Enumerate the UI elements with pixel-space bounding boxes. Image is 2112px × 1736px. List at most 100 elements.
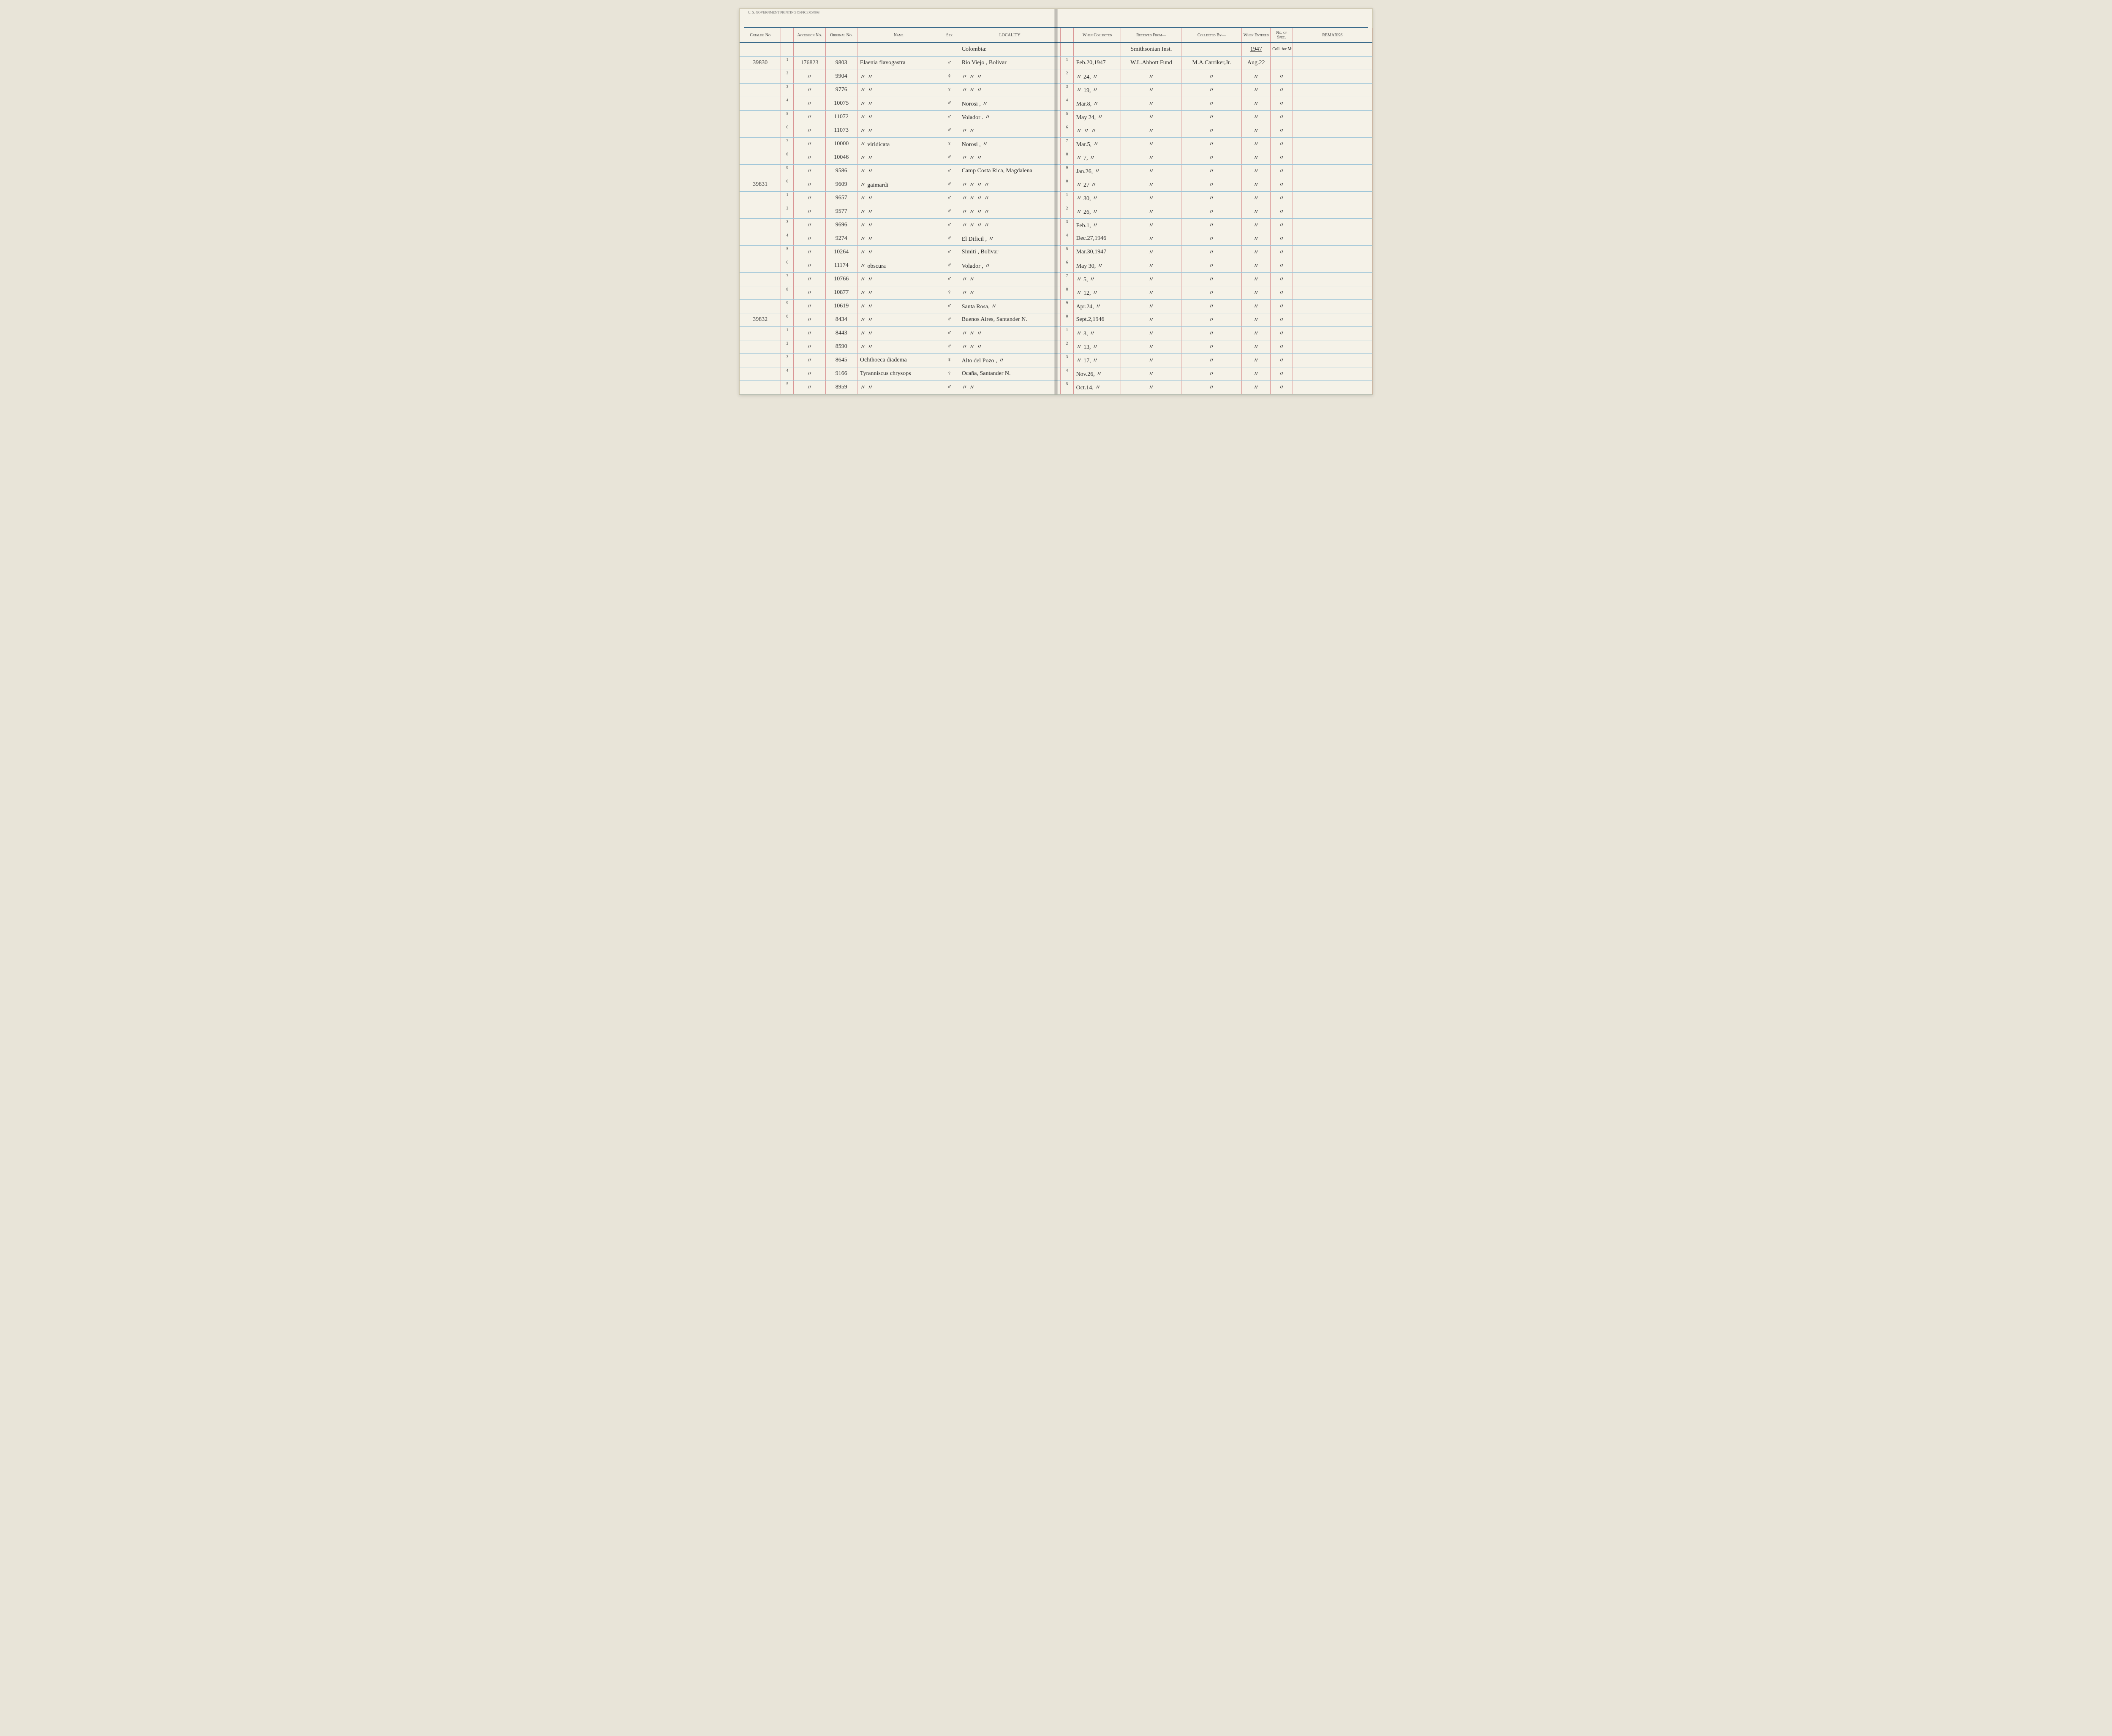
cell-sex: ♀ xyxy=(940,70,959,83)
col-sub-right xyxy=(1061,28,1073,43)
cell-original-no: 9696 xyxy=(825,218,857,232)
cell-catalog-no xyxy=(740,245,781,259)
cell-accession-no: 〃 xyxy=(794,299,825,313)
table-row: 2〃9904〃 〃♀〃 〃 〃2〃 24, 〃〃〃〃〃 xyxy=(740,70,1372,83)
cell-catalog-no: 39832 xyxy=(740,313,781,326)
table-row: 7〃10766〃 〃♂〃 〃7〃 5, 〃〃〃〃〃 xyxy=(740,272,1372,286)
cell-name: 〃 〃 xyxy=(857,191,940,205)
cell-empty xyxy=(781,43,794,56)
cell-original-no: 9274 xyxy=(825,232,857,245)
cell-when-collected: 〃 〃 〃 xyxy=(1073,124,1121,137)
cell-remarks xyxy=(1293,353,1372,367)
cell-remarks xyxy=(1293,83,1372,97)
cell-accession-no: 〃 xyxy=(794,151,825,164)
cell-no-of-spec: 〃 xyxy=(1271,353,1293,367)
cell-original-no: 10000 xyxy=(825,137,857,151)
cell-received-from: 〃 xyxy=(1121,340,1181,353)
cell-received-from: 〃 xyxy=(1121,124,1181,137)
cell-sub-no-right: 3 xyxy=(1061,218,1073,232)
cell-remarks xyxy=(1293,164,1372,178)
cell-no-of-spec xyxy=(1271,56,1293,70)
cell-accession-no: 176823 xyxy=(794,56,825,70)
cell-sex: ♂ xyxy=(940,326,959,340)
table-row: 1〃8443〃 〃♂〃 〃 〃1〃 3, 〃〃〃〃〃 xyxy=(740,326,1372,340)
cell-catalog-no xyxy=(740,110,781,124)
cell-when-collected: Sept.2,1946 xyxy=(1073,313,1121,326)
cell-remarks xyxy=(1293,191,1372,205)
cell-empty xyxy=(740,43,781,56)
cell-when-collected: 〃 27 〃 xyxy=(1073,178,1121,191)
cell-accession-no: 〃 xyxy=(794,70,825,83)
cell-sub-no-left: 0 xyxy=(781,178,794,191)
cell-sex: ♂ xyxy=(940,56,959,70)
cell-name: 〃 〃 xyxy=(857,83,940,97)
cell-remarks xyxy=(1293,110,1372,124)
cell-when-entered: 〃 xyxy=(1242,272,1271,286)
table-row: 5〃11072〃 〃♂Volador . 〃5May 24, 〃〃〃〃〃 xyxy=(740,110,1372,124)
cell-remarks xyxy=(1293,124,1372,137)
cell-original-no: 11072 xyxy=(825,110,857,124)
col-sex: Sex xyxy=(940,28,959,43)
cell-catalog-no xyxy=(740,353,781,367)
cell-sub-no-right: 2 xyxy=(1061,70,1073,83)
cell-collected-by: 〃 xyxy=(1181,97,1242,110)
cell-sub-no-right: 3 xyxy=(1061,83,1073,97)
cell-when-entered: 〃 xyxy=(1242,245,1271,259)
cell-original-no: 8443 xyxy=(825,326,857,340)
cell-received-from: 〃 xyxy=(1121,313,1181,326)
cell-original-no: 8645 xyxy=(825,353,857,367)
cell-sex: ♂ xyxy=(940,245,959,259)
cell-accession-no: 〃 xyxy=(794,380,825,394)
cell-when-collected: 〃 24, 〃 xyxy=(1073,70,1121,83)
cell-name: 〃 〃 xyxy=(857,124,940,137)
cell-collected-by: 〃 xyxy=(1181,83,1242,97)
col-received-from: Received From— xyxy=(1121,28,1181,43)
cell-no-of-spec: 〃 xyxy=(1271,137,1293,151)
cell-collected-by: 〃 xyxy=(1181,286,1242,299)
cell-accession-no: 〃 xyxy=(794,272,825,286)
col-original-no: Original No. xyxy=(825,28,857,43)
cell-name: 〃 viridicata xyxy=(857,137,940,151)
cell-no-of-spec: 〃 xyxy=(1271,70,1293,83)
cell-name: 〃 〃 xyxy=(857,164,940,178)
cell-locality: El Dificil , 〃 xyxy=(959,232,1061,245)
cell-accession-no: 〃 xyxy=(794,97,825,110)
cell-accession-no: 〃 xyxy=(794,340,825,353)
cell-empty xyxy=(1073,43,1121,56)
cell-sub-no-left: 0 xyxy=(781,313,794,326)
cell-accession-no: 〃 xyxy=(794,286,825,299)
cell-sub-no-left: 8 xyxy=(781,286,794,299)
cell-sex: ♂ xyxy=(940,259,959,272)
cell-no-of-spec: 〃 xyxy=(1271,272,1293,286)
cell-when-entered: 〃 xyxy=(1242,380,1271,394)
cell-original-no: 10877 xyxy=(825,286,857,299)
cell-received-from: 〃 xyxy=(1121,259,1181,272)
table-row: 3983011768239803Elaenia flavogastra♂Rio … xyxy=(740,56,1372,70)
cell-sub-no-left: 9 xyxy=(781,164,794,178)
cell-sex: ♂ xyxy=(940,272,959,286)
cell-empty xyxy=(1061,43,1073,56)
cell-sub-no-left: 3 xyxy=(781,353,794,367)
cell-original-no: 10766 xyxy=(825,272,857,286)
table-row: 9〃10619〃 〃♂Santa Rosa, 〃9Apr.24, 〃〃〃〃〃 xyxy=(740,299,1372,313)
cell-original-no: 9609 xyxy=(825,178,857,191)
cell-sex: ♂ xyxy=(940,191,959,205)
cell-when-entered: Aug.22 xyxy=(1242,56,1271,70)
cell-original-no: 11174 xyxy=(825,259,857,272)
cell-catalog-no xyxy=(740,191,781,205)
cell-remarks xyxy=(1293,97,1372,110)
table-row: 4〃9274〃 〃♂El Dificil , 〃4Dec.27,1946〃〃〃〃 xyxy=(740,232,1372,245)
cell-locality: Norosi , 〃 xyxy=(959,137,1061,151)
cell-locality: Simiti , Bolivar xyxy=(959,245,1061,259)
cell-locality: Santa Rosa, 〃 xyxy=(959,299,1061,313)
cell-received-from: W.L.Abbott Fund xyxy=(1121,56,1181,70)
cell-accession-no: 〃 xyxy=(794,110,825,124)
cell-sub-no-left: 3 xyxy=(781,83,794,97)
cell-no-of-spec: 〃 xyxy=(1271,286,1293,299)
cell-when-collected: Oct.14, 〃 xyxy=(1073,380,1121,394)
cell-original-no: 10619 xyxy=(825,299,857,313)
cell-collected-by: 〃 xyxy=(1181,124,1242,137)
cell-when-entered: 〃 xyxy=(1242,340,1271,353)
cell-collected-by: 〃 xyxy=(1181,137,1242,151)
cell-received-from: 〃 xyxy=(1121,232,1181,245)
